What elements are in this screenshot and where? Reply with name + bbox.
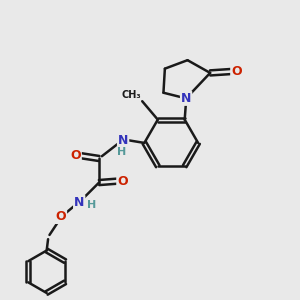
- Text: N: N: [118, 134, 128, 147]
- Text: N: N: [181, 92, 191, 105]
- Text: H: H: [117, 147, 126, 157]
- Text: O: O: [231, 65, 242, 78]
- Text: O: O: [56, 210, 66, 223]
- Text: H: H: [87, 200, 96, 210]
- Text: N: N: [74, 196, 84, 209]
- Text: O: O: [70, 149, 81, 162]
- Text: O: O: [117, 175, 128, 188]
- Text: CH₃: CH₃: [121, 90, 141, 100]
